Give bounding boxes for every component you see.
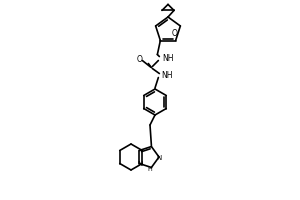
Text: N: N — [156, 155, 162, 161]
Text: H: H — [147, 167, 152, 172]
Text: NH: NH — [161, 71, 173, 80]
Text: N: N — [137, 161, 143, 167]
Text: NH: NH — [162, 54, 174, 63]
Text: O: O — [172, 29, 178, 38]
Text: O: O — [136, 55, 142, 64]
